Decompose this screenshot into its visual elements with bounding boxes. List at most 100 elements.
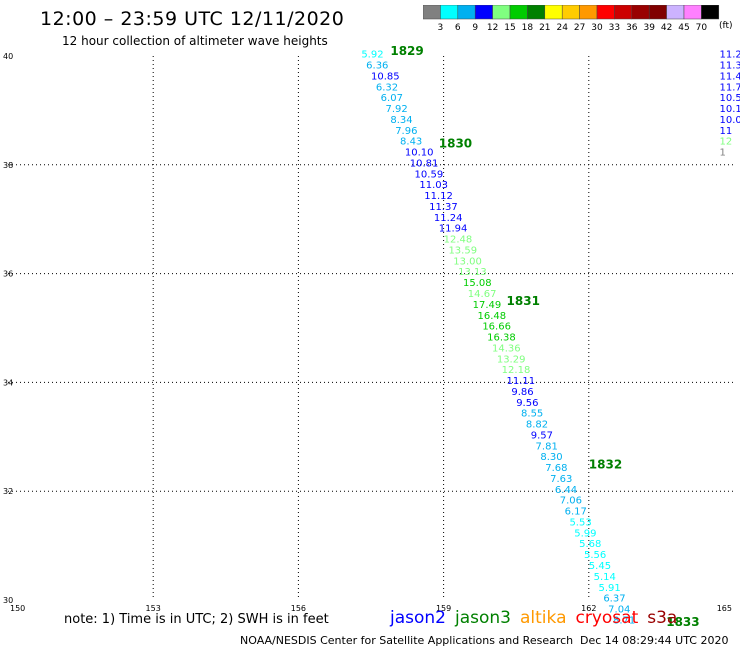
wave-height-point: 10.5 [719,93,740,104]
colorbar-tick-label: 3 [438,23,444,33]
colorbar-tick-label: 18 [522,23,534,33]
pass-time-label: 1829 [390,44,423,58]
colorbar-tick-label: 15 [504,23,515,33]
wave-height-point: 6.44 [555,485,577,496]
wave-height-point: 5.92 [361,50,383,61]
wave-height-point: 5.53 [569,517,591,528]
wave-height-point: 7.92 [386,104,408,115]
wave-height-point: 16.66 [482,322,511,333]
colorbar: 3 6 9 12 15 18 21 24 27 30 33 36 39 42 45 70 [423,5,720,33]
wave-height-point: 15.08 [463,278,492,289]
wave-height-point: 8.34 [390,115,412,126]
legend-item-cryosat: cryosat [575,608,639,628]
wave-height-point: 11.37 [429,202,458,213]
wave-height-point: 17.49 [473,300,502,311]
legend-item-jason2: jason2 [390,608,446,628]
wave-height-point: 11.4 [719,71,740,82]
chart-subtitle: 12 hour collection of altimeter wave hei… [62,34,328,48]
wave-height-point: 5.45 [589,561,611,572]
wave-height-point: 13.00 [453,256,482,267]
wave-height-point: 7.96 [395,126,417,137]
wave-height-point: 6.32 [376,82,398,93]
colorbar-tick-label: 36 [626,23,638,33]
pass-time-label: 1832 [589,457,622,471]
wave-height-point: 7.04 [608,605,630,616]
wave-height-point: 6.07 [381,93,403,104]
colorbar-tick-label: 45 [678,23,689,33]
wave-height-point: 13.29 [497,354,526,365]
wave-height-point: 5.68 [579,539,601,550]
colorbar-tick-label: 6 [455,23,461,33]
wave-height-point: 8.30 [540,452,562,463]
wave-height-point: 10.85 [371,71,400,82]
legend-item-altika: altika [520,608,567,628]
wave-height-point: 11 [719,126,732,137]
colorbar-tick-label: 27 [574,23,585,33]
y-tick-label: 34 [3,378,13,387]
wave-height-point: 12.48 [444,235,473,246]
wave-height-point: 10.59 [415,169,444,180]
y-tick-label: 32 [3,487,13,496]
wave-height-point: 12 [719,137,732,148]
wave-height-point: 11.11 [507,376,536,387]
satellite-legend: jason2 jason3 altika cryosat s3a [390,608,686,628]
wave-height-point: 11.94 [439,224,468,235]
credit-line: NOAA/NESDIS Center for Satellite Applica… [240,634,574,647]
pass-time-label: 1833 [666,615,699,629]
wave-height-point: 5.91 [598,583,620,594]
y-tick-label: 38 [3,161,13,170]
wave-height-point: 6.37 [603,594,625,605]
wave-height-point: 9.56 [516,398,538,409]
colorbar-units-label: (ft) [719,21,733,31]
wave-height-point: 11.7 [719,82,740,93]
wave-height-point: 10.10 [405,148,434,159]
x-tick-label: 153 [146,604,161,613]
wave-height-point: 12.18 [502,365,531,376]
colorbar-tick-label: 21 [539,23,550,33]
y-tick-label: 40 [3,52,13,61]
colorbar-tick-label: 33 [609,23,620,33]
wave-height-point: 10.1 [719,104,740,115]
wave-height-point: 11.2 [719,50,740,61]
wave-height-point: 11.24 [434,213,463,224]
wave-height-point: 13.59 [448,245,477,256]
colorbar-tick-label: 9 [472,23,478,33]
wave-height-point: 9.86 [511,387,533,398]
wave-height-point: 5.56 [584,550,606,561]
wave-height-point: 7.63 [550,474,572,485]
legend-item-s3a: s3a [647,608,678,628]
wave-height-point: 13.13 [458,267,487,278]
wave-height-point: 8.43 [400,137,422,148]
colorbar-tick-label: 70 [696,23,708,33]
colorbar-tick-label: 24 [556,23,568,33]
colorbar-tick-label: 30 [591,23,603,33]
chart-title: 12:00 – 23:59 UTC 12/11/2020 [40,8,345,30]
wave-height-point: 10.0 [719,115,740,126]
wave-height-point: 1 [719,148,725,159]
wave-height-point: 16.48 [477,311,506,322]
wave-height-point: 11.3 [719,61,740,72]
wave-height-point: 16.38 [487,333,516,344]
wave-height-point: 8.71 [613,615,635,626]
wave-height-point: 14.36 [492,343,521,354]
wave-height-point: 7.06 [560,496,582,507]
legend-item-jason3: jason3 [455,608,511,628]
footnote: note: 1) Time is in UTC; 2) SWH is in fe… [64,612,329,627]
wave-height-point: 8.82 [526,420,548,431]
colorbar-tick-label: 39 [643,23,655,33]
wave-height-point: 10.81 [410,158,439,169]
y-tick-label: 30 [3,596,13,605]
wave-height-point: 8.55 [521,409,543,420]
wave-height-point: 11.12 [424,191,453,202]
wave-height-point: 5.99 [574,528,596,539]
pass-time-label: 1830 [439,136,472,150]
wave-height-point: 7.68 [545,463,567,474]
x-tick-label: 162 [581,604,596,613]
colorbar-tick-label: 42 [661,23,672,33]
wave-height-point: 7.81 [536,441,558,452]
wave-height-point: 11.03 [419,180,448,191]
x-tick-label: 159 [436,604,451,613]
x-tick-label: 150 [10,604,25,613]
wave-height-point: 5.14 [594,572,616,583]
